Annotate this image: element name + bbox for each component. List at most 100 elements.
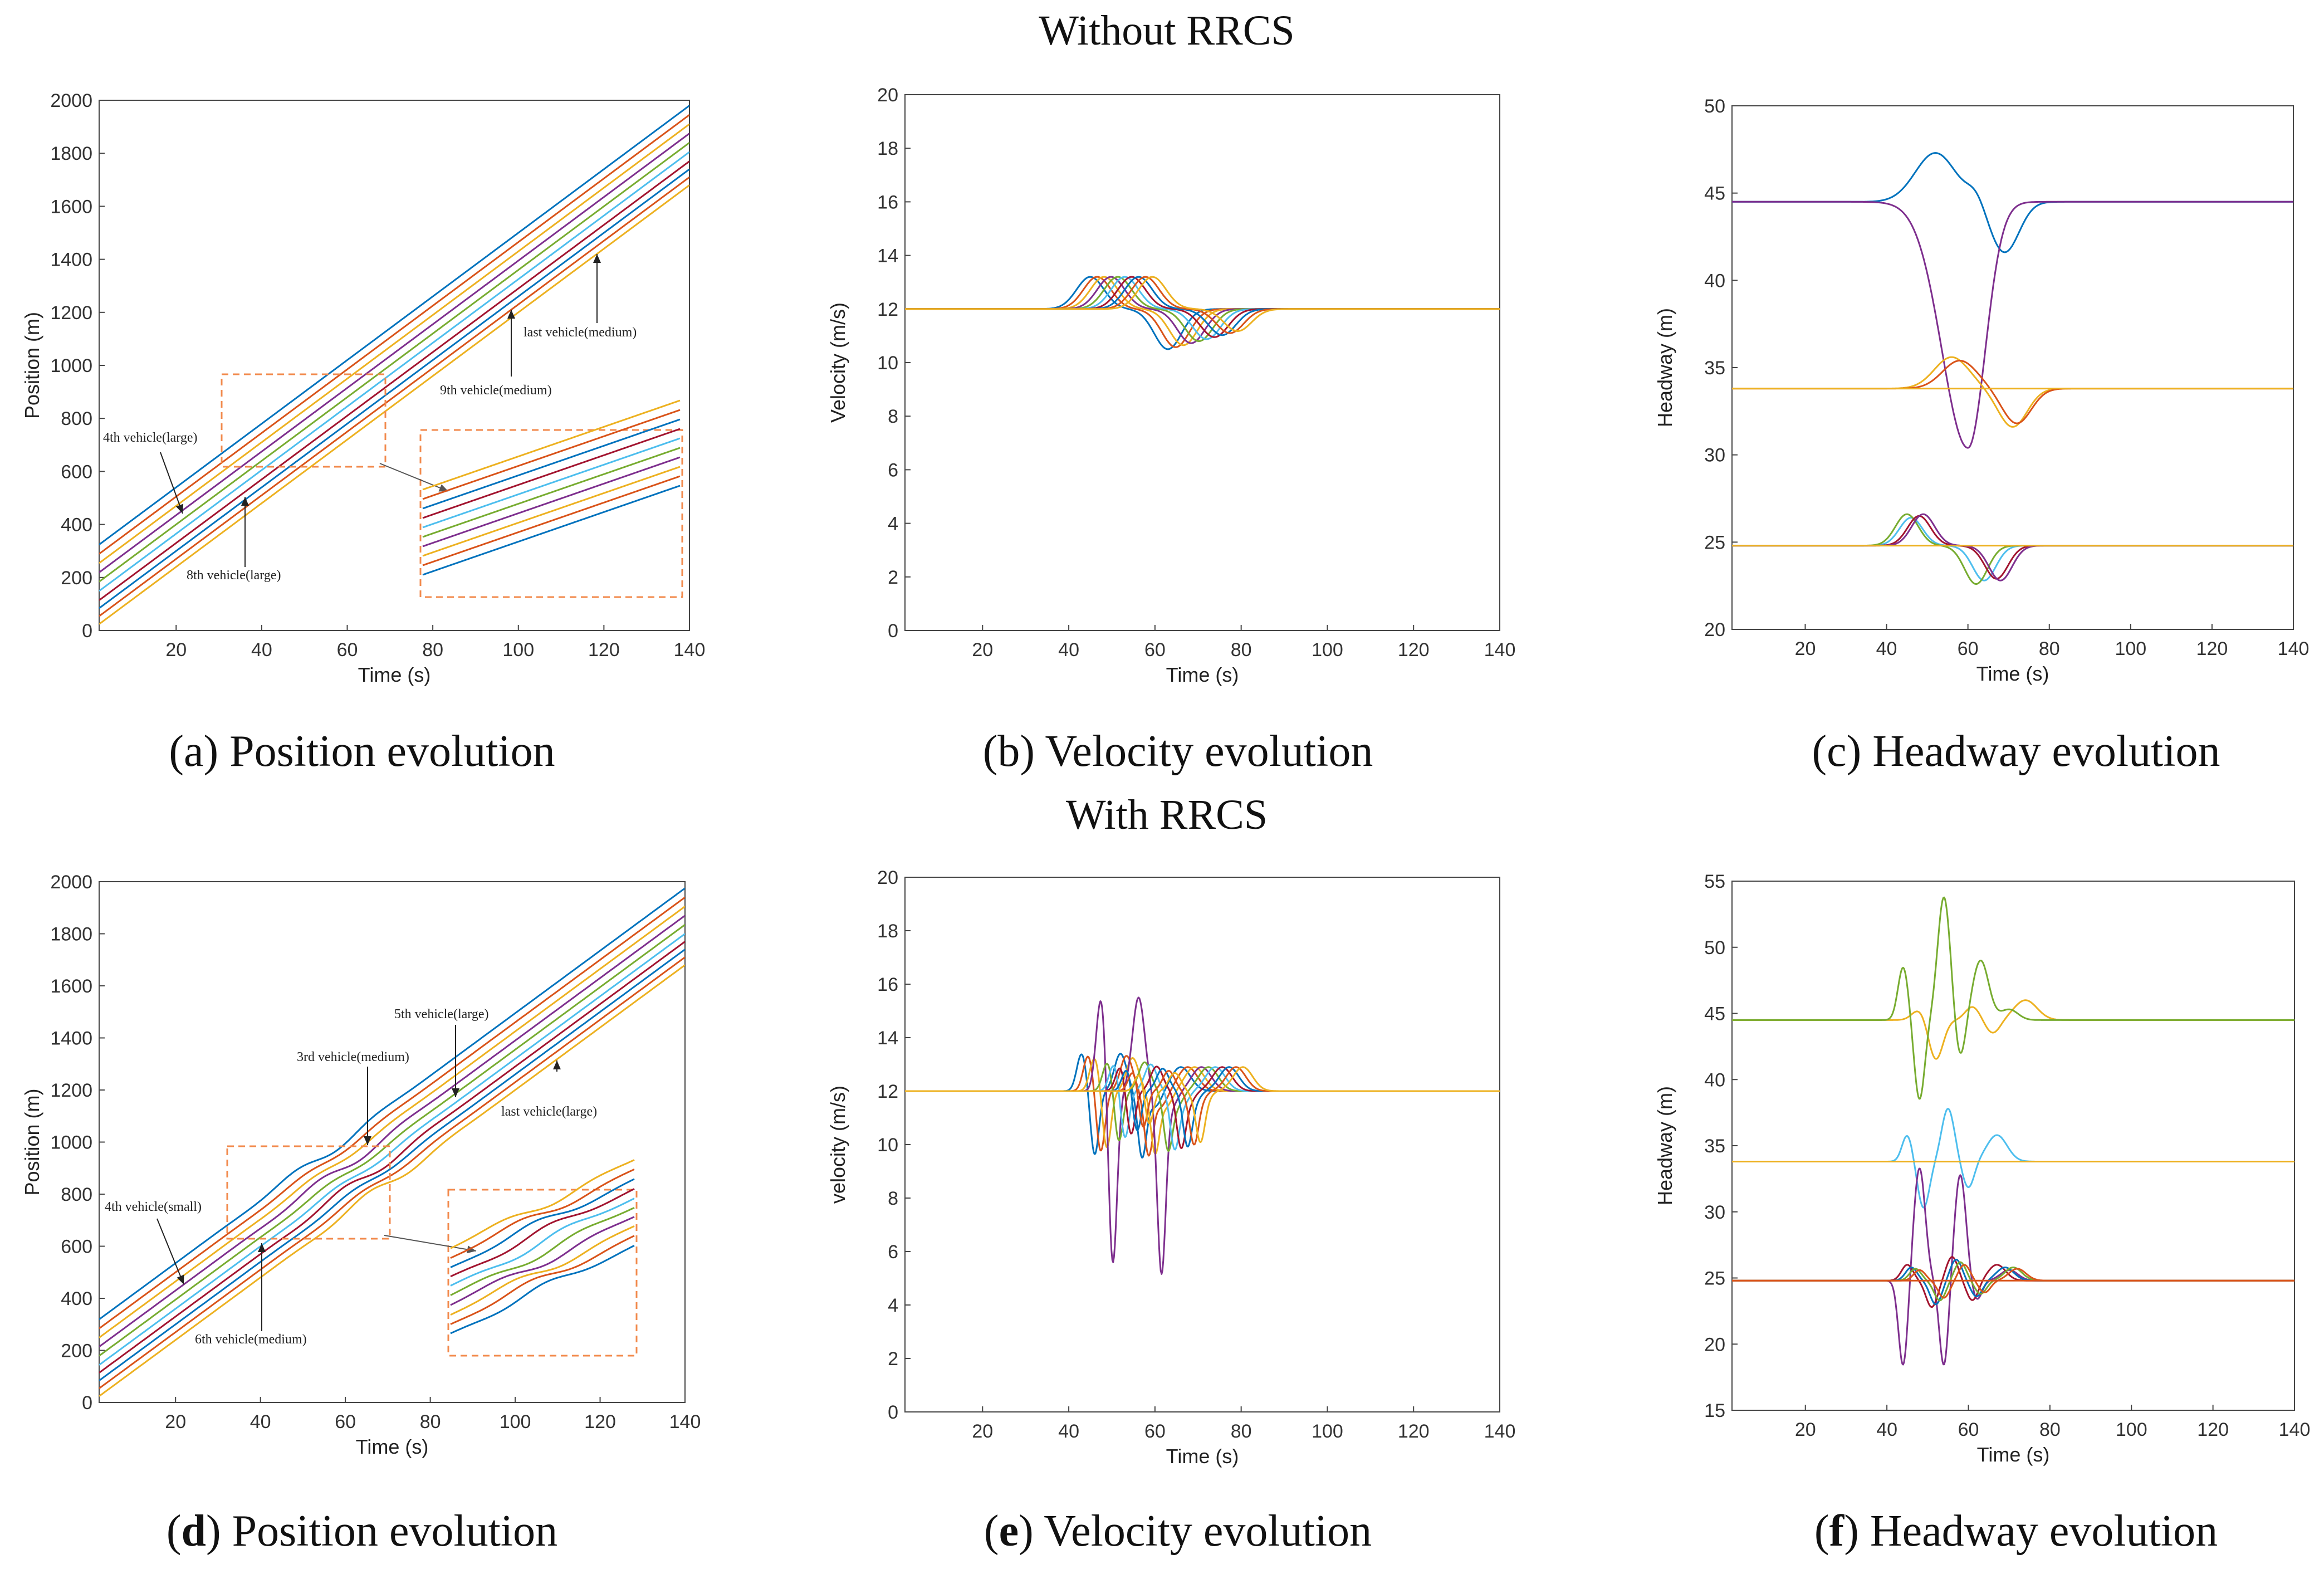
annotation-label: 3rd vehicle(medium) xyxy=(297,1050,409,1064)
x-tick-label: 120 xyxy=(584,1411,616,1433)
x-axis-label: Time (s) xyxy=(356,1435,429,1458)
inset-line xyxy=(450,1178,635,1268)
position-line xyxy=(99,956,685,1389)
y-tick-label: 8 xyxy=(888,1188,898,1209)
caption-e: (e) Velocity evolution xyxy=(984,1507,1372,1556)
y-tick-label: 50 xyxy=(1704,937,1725,959)
x-axis-label: Time (s) xyxy=(1977,1443,2050,1466)
x-tick-label: 140 xyxy=(669,1411,701,1433)
zoom-arrow xyxy=(384,1235,477,1252)
inset-line xyxy=(450,1169,635,1259)
plot-area xyxy=(99,887,685,1397)
velocity-line xyxy=(905,1066,1500,1146)
inset-line xyxy=(422,466,681,557)
y-tick-label: 400 xyxy=(61,515,92,536)
plot-area xyxy=(99,105,689,625)
headway-line xyxy=(1732,1258,2294,1306)
x-tick-label: 80 xyxy=(2039,1419,2061,1440)
zoom-inset xyxy=(422,399,681,576)
x-tick-label: 120 xyxy=(2197,1419,2229,1440)
y-tick-label: 800 xyxy=(61,408,92,429)
x-tick-label: 100 xyxy=(502,639,534,661)
y-tick-label: 20 xyxy=(1704,619,1725,641)
inset-line xyxy=(450,1244,635,1335)
x-tick-label: 20 xyxy=(972,1421,993,1442)
headway-line xyxy=(1732,513,2293,585)
zoom-inset xyxy=(450,1159,635,1335)
annotation-label: 4th vehicle(large) xyxy=(103,431,197,445)
headway-line xyxy=(1732,360,2293,424)
y-tick-label: 1600 xyxy=(50,196,92,217)
x-tick-label: 80 xyxy=(422,639,443,661)
chart-d: 20 40 60 80 100 120 14002004006008001000120014… xyxy=(21,872,701,1458)
y-tick-label: 35 xyxy=(1704,1136,1725,1157)
section-title-top: Without RRCS xyxy=(1039,7,1294,54)
plot-area xyxy=(1732,896,2294,1366)
y-tick-label: 8 xyxy=(888,406,898,427)
y-tick-label: 0 xyxy=(82,620,92,642)
x-tick-label: 40 xyxy=(251,639,272,661)
y-tick-label: 0 xyxy=(888,620,898,642)
chart-b: 20 40 60 80 100 120 140 0 2 4 6 8 10 12 14 16 18 20 Time (… xyxy=(826,85,1515,686)
y-tick-label: 4 xyxy=(888,514,898,535)
x-tick-label: 80 xyxy=(1231,639,1252,661)
position-line xyxy=(99,906,685,1338)
y-tick-label: 40 xyxy=(1704,270,1725,291)
x-tick-label: 60 xyxy=(1958,638,1979,659)
x-tick-label: 140 xyxy=(2279,1419,2311,1440)
inset-line xyxy=(450,1188,635,1278)
position-line xyxy=(99,105,689,545)
y-tick-label: 12 xyxy=(877,1081,898,1102)
chart-c: 20 40 60 80 100 120 140 20 25 30 35 40 45 50 Time (s) H… xyxy=(1653,96,2309,685)
x-tick-label: 40 xyxy=(1876,1419,1897,1440)
inset-line xyxy=(422,428,681,519)
headway-line xyxy=(1732,1108,2294,1209)
x-tick-label: 120 xyxy=(2196,638,2228,659)
inset-line xyxy=(450,1235,635,1325)
caption-d: (d) Position evolution xyxy=(167,1507,557,1556)
caption-c: (c) Headway evolution xyxy=(1812,727,2220,776)
plot-area xyxy=(1732,152,2293,585)
plot-area xyxy=(905,276,1500,350)
x-tick-label: 20 xyxy=(165,1411,186,1433)
y-tick-label: 12 xyxy=(877,299,898,320)
velocity-line xyxy=(905,1066,1500,1143)
y-tick-label: 6 xyxy=(888,1241,898,1263)
chart-a: 20 40 60 80 100 120 14002004006008001000120014… xyxy=(21,90,705,686)
y-tick-label: 1200 xyxy=(50,302,92,324)
y-tick-label: 14 xyxy=(877,1028,898,1049)
y-tick-label: 10 xyxy=(877,353,898,374)
y-tick-label: 200 xyxy=(61,568,92,589)
position-line xyxy=(99,160,689,601)
annotation-label: 8th vehicle(large) xyxy=(187,568,281,583)
y-tick-label: 18 xyxy=(877,921,898,942)
caption-b: (b) Velocity evolution xyxy=(983,727,1373,776)
position-line xyxy=(99,141,689,583)
y-tick-label: 10 xyxy=(877,1135,898,1156)
y-tick-label: 800 xyxy=(61,1184,92,1205)
y-tick-label: 1200 xyxy=(50,1080,92,1101)
y-tick-label: 400 xyxy=(61,1288,92,1309)
x-tick-label: 60 xyxy=(337,639,358,661)
y-tick-label: 20 xyxy=(877,867,898,888)
chart-e: 20 40 60 80 100 120 140 0 2 4 6 8 10 12 14 16 18 20 Time (… xyxy=(826,867,1515,1468)
inset-line xyxy=(422,399,681,491)
y-tick-label: 2000 xyxy=(50,872,92,893)
plot-frame xyxy=(904,877,1500,1412)
y-tick-label: 0 xyxy=(888,1402,898,1423)
y-tick-label: 0 xyxy=(82,1392,92,1414)
y-tick-label: 15 xyxy=(1704,1400,1725,1421)
headway-line xyxy=(1732,356,2293,428)
x-tick-label: 140 xyxy=(1484,1421,1516,1442)
x-tick-label: 40 xyxy=(1876,638,1897,659)
inset-line xyxy=(422,409,681,500)
y-tick-label: 20 xyxy=(877,85,898,106)
y-tick-label: 30 xyxy=(1704,1202,1725,1223)
inset-line xyxy=(450,1197,635,1287)
y-tick-label: 1000 xyxy=(50,355,92,377)
annotation-label: 9th vehicle(medium) xyxy=(440,383,552,398)
inset-line xyxy=(450,1225,635,1316)
position-line xyxy=(99,133,689,573)
inset-line xyxy=(422,475,681,566)
